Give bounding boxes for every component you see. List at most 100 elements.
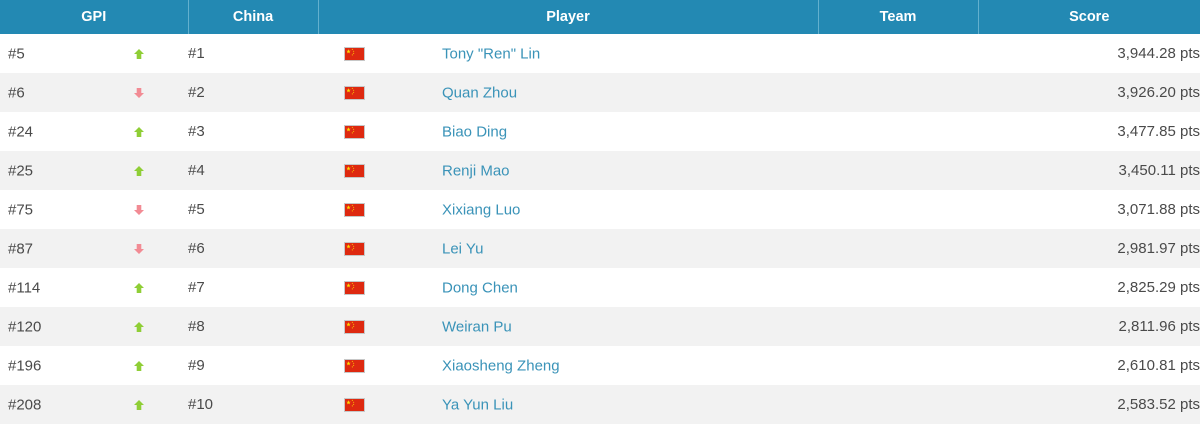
china-flag-icon [344, 46, 365, 61]
china-rank-cell: #3 [188, 123, 205, 140]
player-name-link[interactable]: Lei Yu [442, 240, 484, 257]
table-row[interactable]: #87 #6 Lei Yu 2,981.97 pts [0, 229, 1200, 268]
player-cell: Ya Yun Liu [318, 385, 818, 424]
column-header-gpi[interactable]: GPI [0, 0, 189, 34]
gpi-rank: #25 [8, 162, 34, 179]
column-header-player[interactable]: Player [318, 0, 819, 34]
table-header: GPI China Player Team Score [0, 0, 1200, 34]
gpi-rank: #208 [8, 396, 42, 413]
player-name-link[interactable]: Xiaosheng Zheng [442, 357, 560, 374]
score-cell: 2,811.96 pts [1118, 318, 1200, 335]
table-row[interactable]: #208 #10 Ya Yun Liu 2,583.52 pts [0, 385, 1200, 424]
china-flag-icon [344, 358, 365, 373]
china-rank-cell: #8 [188, 318, 205, 335]
team-cell [818, 73, 978, 112]
gpi-rank: #196 [8, 357, 42, 374]
table-row[interactable]: #6 #2 Quan Zhou 3,926.20 pts [0, 73, 1200, 112]
player-name-link[interactable]: Xixiang Luo [442, 201, 521, 218]
gpi-cell: #5 [0, 34, 188, 73]
gpi-cell: #24 [0, 112, 188, 151]
gpi-rank: #87 [8, 240, 34, 257]
china-rank-cell: #6 [188, 240, 205, 257]
player-cell: Xiaosheng Zheng [318, 346, 818, 385]
player-name-link[interactable]: Weiran Pu [442, 318, 512, 335]
china-rank-cell: #9 [188, 357, 205, 374]
gpi-cell: #75 [0, 190, 188, 229]
table-body: #5 #1 Tony "Ren" Lin 3,944.28 pts #6 #2 Quan Z… [0, 34, 1200, 424]
player-name-link[interactable]: Quan Zhou [442, 84, 518, 101]
table-row[interactable]: #196 #9 Xiaosheng Zheng 2,610.81 pts [0, 346, 1200, 385]
team-cell [818, 112, 978, 151]
china-flag-icon [344, 241, 365, 256]
table-row[interactable]: #75 #5 Xixiang Luo 3,071.88 pts [0, 190, 1200, 229]
china-flag-icon [344, 163, 365, 178]
table-row[interactable]: #114 #7 Dong Chen 2,825.29 pts [0, 268, 1200, 307]
arrow-down-icon [133, 87, 145, 99]
score-cell: 3,944.28 pts [1117, 45, 1200, 62]
player-cell: Xixiang Luo [318, 190, 818, 229]
arrow-up-icon [133, 126, 145, 138]
team-cell [818, 190, 978, 229]
table-row[interactable]: #25 #4 Renji Mao 3,450.11 pts [0, 151, 1200, 190]
team-cell [818, 385, 978, 424]
player-cell: Tony "Ren" Lin [318, 34, 818, 73]
china-flag-icon [344, 85, 365, 100]
gpi-rank: #120 [8, 318, 42, 335]
arrow-up-icon [133, 48, 145, 60]
player-name-link[interactable]: Dong Chen [442, 279, 518, 296]
score-cell: 2,825.29 pts [1117, 279, 1200, 296]
china-flag-icon [344, 280, 365, 295]
table-row[interactable]: #5 #1 Tony "Ren" Lin 3,944.28 pts [0, 34, 1200, 73]
player-name-link[interactable]: Renji Mao [442, 162, 510, 179]
gpi-rank: #24 [8, 123, 34, 140]
player-cell: Weiran Pu [318, 307, 818, 346]
china-flag-icon [344, 397, 365, 412]
arrow-up-icon [133, 399, 145, 411]
column-header-score[interactable]: Score [978, 0, 1200, 34]
arrow-up-icon [133, 165, 145, 177]
gpi-rank: #6 [8, 84, 25, 101]
arrow-down-icon [133, 243, 145, 255]
arrow-up-icon [133, 282, 145, 294]
score-cell: 3,477.85 pts [1117, 123, 1200, 140]
table-row[interactable]: #120 #8 Weiran Pu 2,811.96 pts [0, 307, 1200, 346]
gpi-cell: #120 [0, 307, 188, 346]
score-cell: 3,071.88 pts [1117, 201, 1200, 218]
player-cell: Lei Yu [318, 229, 818, 268]
team-cell [818, 151, 978, 190]
china-rank-cell: #7 [188, 279, 205, 296]
score-cell: 3,450.11 pts [1118, 162, 1200, 179]
player-name-link[interactable]: Ya Yun Liu [442, 396, 514, 413]
china-rank-cell: #1 [188, 45, 205, 62]
china-flag-icon [344, 202, 365, 217]
gpi-cell: #87 [0, 229, 188, 268]
team-cell [818, 34, 978, 73]
team-cell [818, 346, 978, 385]
arrow-up-icon [133, 321, 145, 333]
score-cell: 2,583.52 pts [1117, 396, 1200, 413]
player-cell: Renji Mao [318, 151, 818, 190]
gpi-cell: #25 [0, 151, 188, 190]
table-row[interactable]: #24 #3 Biao Ding 3,477.85 pts [0, 112, 1200, 151]
china-flag-icon [344, 319, 365, 334]
player-cell: Quan Zhou [318, 73, 818, 112]
player-cell: Dong Chen [318, 268, 818, 307]
column-header-china[interactable]: China [188, 0, 319, 34]
player-name-link[interactable]: Tony "Ren" Lin [442, 45, 541, 62]
gpi-cell: #114 [0, 268, 188, 307]
gpi-cell: #196 [0, 346, 188, 385]
china-flag-icon [344, 124, 365, 139]
arrow-up-icon [133, 360, 145, 372]
team-cell [818, 229, 978, 268]
team-cell [818, 268, 978, 307]
column-header-team[interactable]: Team [818, 0, 979, 34]
player-name-link[interactable]: Biao Ding [442, 123, 508, 140]
china-rank-cell: #2 [188, 84, 205, 101]
china-rank-cell: #4 [188, 162, 205, 179]
table-header-row: GPI China Player Team Score [0, 0, 1200, 34]
china-rank-cell: #5 [188, 201, 205, 218]
score-cell: 3,926.20 pts [1117, 84, 1200, 101]
gpi-cell: #208 [0, 385, 188, 424]
gpi-rank: #114 [8, 279, 41, 296]
